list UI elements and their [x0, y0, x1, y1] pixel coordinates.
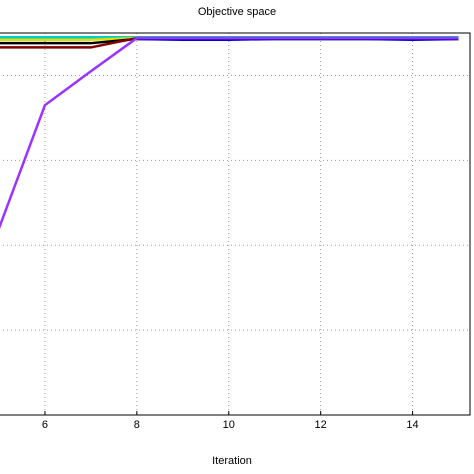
- axes-frame: [0, 32, 471, 416]
- chart-title: Objective space: [198, 6, 276, 18]
- x-tick-label: 12: [315, 419, 327, 431]
- x-tick-label: 14: [406, 419, 418, 431]
- x-tick-label: 10: [223, 419, 235, 431]
- x-tick-label: 8: [134, 419, 140, 431]
- x-tick-label: 6: [42, 419, 48, 431]
- x-axis-label: Iteration: [212, 455, 252, 467]
- series-line: [0, 36, 459, 229]
